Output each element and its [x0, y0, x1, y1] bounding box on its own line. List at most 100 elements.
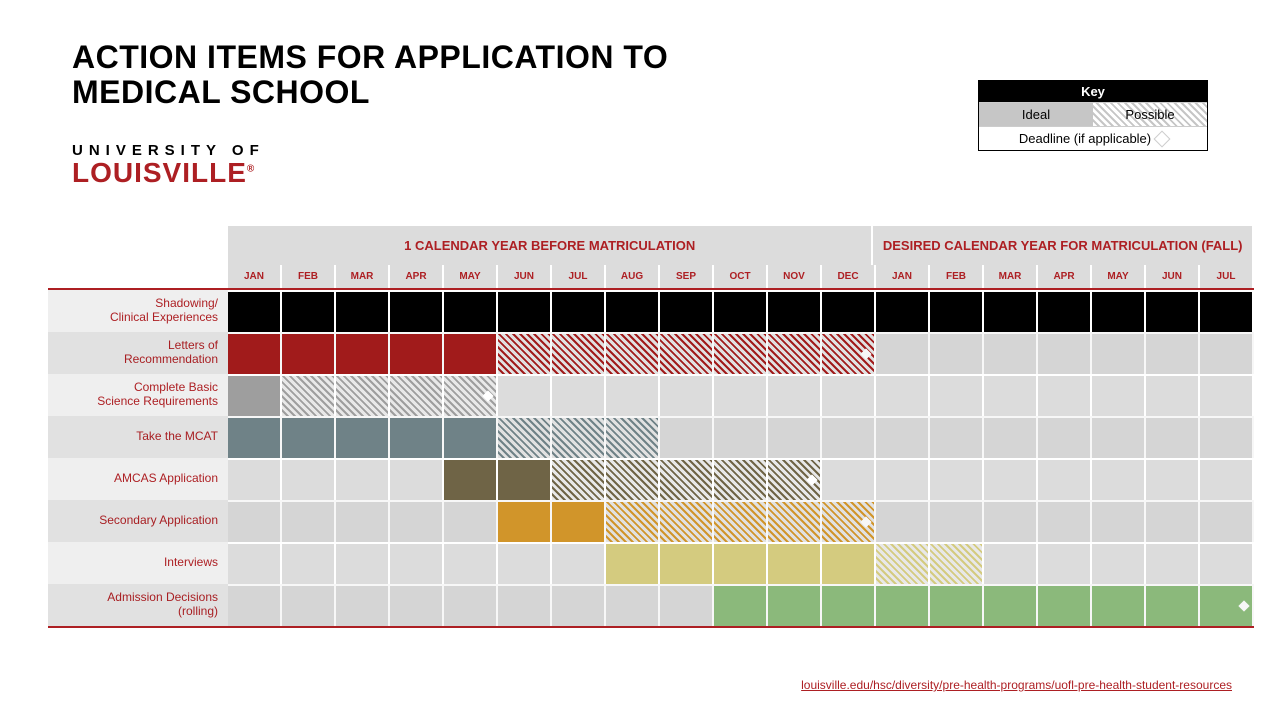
- gantt-cell: [822, 416, 876, 458]
- gantt-cell: [1092, 374, 1146, 416]
- gantt-cell: [336, 290, 390, 332]
- gantt-cell: [606, 374, 660, 416]
- month-header: NOV: [768, 265, 822, 288]
- gantt-cell: [282, 416, 336, 458]
- gantt-cell: [876, 416, 930, 458]
- deadline-icon: [1238, 600, 1249, 611]
- month-header: FEB: [282, 265, 336, 288]
- gantt-cell: [876, 542, 930, 584]
- gantt-cell: [660, 374, 714, 416]
- gantt-cell: [984, 542, 1038, 584]
- gantt-cell: [1200, 332, 1254, 374]
- gantt-cell: [1092, 290, 1146, 332]
- gantt-cell: [1038, 542, 1092, 584]
- footer-link[interactable]: louisville.edu/hsc/diversity/pre-health-…: [801, 678, 1232, 692]
- gantt-row: Letters ofRecommendation: [48, 332, 1254, 374]
- gantt-cell: [1038, 332, 1092, 374]
- gantt-cell: [1200, 374, 1254, 416]
- gantt-cell: [984, 416, 1038, 458]
- row-label: Complete BasicScience Requirements: [48, 374, 228, 416]
- gantt-cell: [498, 374, 552, 416]
- month-header: AUG: [606, 265, 660, 288]
- gantt-cell: [876, 458, 930, 500]
- gantt-cell: [606, 332, 660, 374]
- gantt-cell: [336, 458, 390, 500]
- gantt-cell: [768, 290, 822, 332]
- gantt-cell: [1146, 584, 1200, 626]
- gantt-cell: [822, 374, 876, 416]
- gantt-cell: [444, 290, 498, 332]
- month-header: FEB: [930, 265, 984, 288]
- gantt-row: Shadowing/Clinical Experiences: [48, 290, 1254, 332]
- gantt-cell: [876, 332, 930, 374]
- gantt-cell: [1038, 290, 1092, 332]
- gantt-cell: [1038, 458, 1092, 500]
- gantt-cell: [714, 374, 768, 416]
- month-header: DEC: [822, 265, 876, 288]
- gantt-cell: [822, 290, 876, 332]
- gantt-cell: [876, 500, 930, 542]
- gantt-rows: Shadowing/Clinical ExperiencesLetters of…: [48, 288, 1254, 628]
- legend-possible: Possible: [1093, 102, 1207, 126]
- gantt-cell: [822, 542, 876, 584]
- row-label: Letters ofRecommendation: [48, 332, 228, 374]
- gantt-cell: [1200, 584, 1254, 626]
- gantt-cell: [930, 374, 984, 416]
- gantt-cell: [552, 458, 606, 500]
- gantt-cell: [930, 542, 984, 584]
- gantt-cell: [552, 416, 606, 458]
- gantt-cell: [498, 458, 552, 500]
- gantt-cell: [1092, 542, 1146, 584]
- gantt-cell: [714, 500, 768, 542]
- gantt-cell: [822, 500, 876, 542]
- gantt-cell: [390, 500, 444, 542]
- row-label: Take the MCAT: [48, 416, 228, 458]
- legend-deadline-label: Deadline (if applicable): [1019, 131, 1151, 146]
- month-header: JUL: [552, 265, 606, 288]
- gantt-cell: [1200, 500, 1254, 542]
- gantt-cell: [390, 374, 444, 416]
- gantt-cell: [876, 290, 930, 332]
- gantt-cell: [984, 500, 1038, 542]
- header-group: 1 CALENDAR YEAR BEFORE MATRICULATION: [228, 226, 873, 265]
- gantt-cell: [444, 458, 498, 500]
- header-months: JANFEBMARAPRMAYJUNJULAUGSEPOCTNOVDECJANF…: [228, 265, 1254, 288]
- row-cells: [228, 500, 1254, 542]
- gantt-cell: [444, 332, 498, 374]
- gantt-cell: [984, 332, 1038, 374]
- gantt-cell: [876, 374, 930, 416]
- gantt-cell: [282, 500, 336, 542]
- header-groups: 1 CALENDAR YEAR BEFORE MATRICULATIONDESI…: [228, 226, 1254, 265]
- gantt-cell: [1092, 584, 1146, 626]
- gantt-cell: [822, 332, 876, 374]
- gantt-cell: [228, 290, 282, 332]
- row-cells: [228, 542, 1254, 584]
- month-header: MAR: [984, 265, 1038, 288]
- gantt-cell: [390, 332, 444, 374]
- gantt-cell: [768, 458, 822, 500]
- gantt-cell: [336, 374, 390, 416]
- gantt-row: Take the MCAT: [48, 416, 1254, 458]
- gantt-cell: [498, 290, 552, 332]
- month-header: APR: [1038, 265, 1092, 288]
- gantt-cell: [714, 416, 768, 458]
- gantt-cell: [1200, 416, 1254, 458]
- gantt-cell: [660, 290, 714, 332]
- gantt-cell: [822, 584, 876, 626]
- gantt-cell: [1038, 500, 1092, 542]
- gantt-cell: [390, 458, 444, 500]
- gantt-cell: [1092, 332, 1146, 374]
- gantt-cell: [660, 332, 714, 374]
- row-label: Admission Decisions(rolling): [48, 584, 228, 626]
- gantt-cell: [1200, 542, 1254, 584]
- month-header: JAN: [228, 265, 282, 288]
- gantt-cell: [552, 332, 606, 374]
- gantt-cell: [930, 290, 984, 332]
- gantt-cell: [660, 584, 714, 626]
- gantt-cell: [714, 458, 768, 500]
- month-header: APR: [390, 265, 444, 288]
- legend: Key Ideal Possible Deadline (if applicab…: [978, 80, 1208, 151]
- gantt-cell: [768, 332, 822, 374]
- gantt-cell: [552, 542, 606, 584]
- legend-deadline: Deadline (if applicable): [979, 126, 1207, 150]
